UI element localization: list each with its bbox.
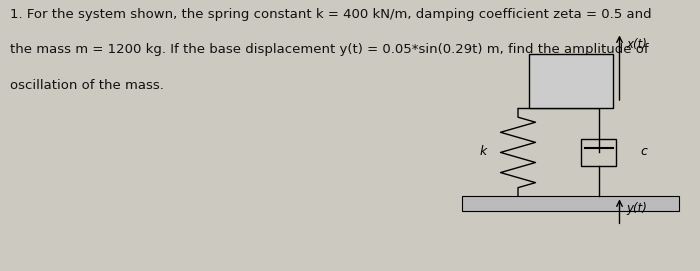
Text: m: m — [550, 75, 563, 88]
Text: the mass m = 1200 kg. If the base displacement y(t) = 0.05*sin(0.29t) m, find th: the mass m = 1200 kg. If the base displa… — [10, 43, 649, 56]
Bar — [581, 139, 616, 166]
Bar — [528, 54, 612, 108]
Text: k: k — [480, 145, 486, 158]
Text: x(t): x(t) — [626, 38, 648, 51]
Text: y(t): y(t) — [626, 202, 648, 215]
Text: 1. For the system shown, the spring constant k = 400 kN/m, damping coefficient z: 1. For the system shown, the spring cons… — [10, 8, 652, 21]
Bar — [462, 196, 679, 211]
Text: oscillation of the mass.: oscillation of the mass. — [10, 79, 164, 92]
Text: c: c — [640, 145, 648, 158]
